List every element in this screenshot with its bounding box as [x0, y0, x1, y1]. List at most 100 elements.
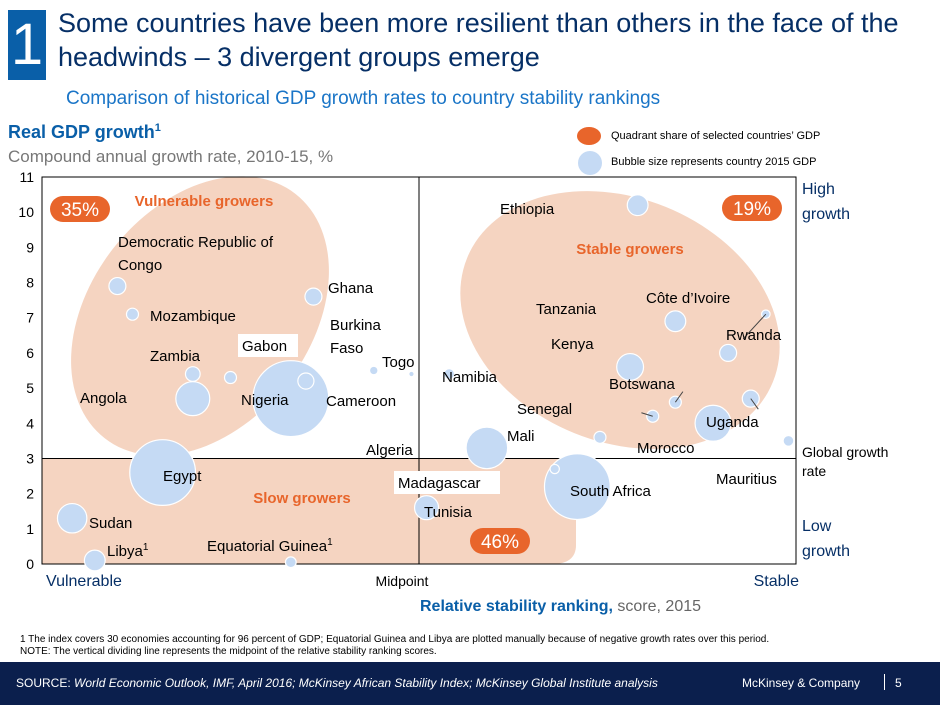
bubble-sudan [56, 502, 88, 534]
vulnerable-share-badge-text: 35% [61, 200, 99, 221]
bubble-ethiopia [626, 194, 649, 217]
bubble-algeria [465, 426, 509, 470]
global-growth-label-line-2: rate [802, 463, 826, 479]
high-growth-label-line-2: growth [802, 206, 850, 223]
section-number-badge: 1 [8, 10, 46, 80]
y-tick-label: 7 [26, 310, 34, 326]
slow-growers-label: Slow growers [253, 490, 351, 507]
bubble-madagascar [549, 463, 560, 475]
y-axis-units: Compound annual growth rate, 2010-15, % [8, 147, 334, 166]
y-tick-label: 11 [19, 169, 34, 185]
label-democratic-republic-of-congo-line-1: Democratic Republic of [118, 234, 274, 251]
bubble-egypt [129, 439, 197, 506]
bubble-zambia [184, 366, 201, 382]
footnote-line-2: NOTE: The vertical dividing line represe… [20, 646, 437, 657]
x-axis-left-label: Vulnerable [46, 573, 122, 590]
bubble-cameroon [297, 372, 315, 390]
footer-bar: SOURCE: World Economic Outlook, IMF, Apr… [0, 662, 940, 705]
x-axis-midpoint-label: Midpoint [376, 573, 429, 589]
vulnerable-share-badge [50, 196, 110, 222]
y-tick-label: 5 [26, 380, 34, 396]
y-axis-title-footnote-mark: 1 [154, 122, 161, 134]
bubble-tanzania [664, 310, 687, 333]
label-botswana: Botswana [609, 376, 676, 393]
label-sudan: Sudan [89, 515, 132, 532]
stable-share-badge-text: 19% [733, 199, 771, 220]
label-tanzania: Tanzania [536, 301, 597, 318]
high-growth-label-line-1: High [802, 181, 835, 198]
y-tick-label: 0 [26, 556, 34, 572]
bubble-mozambique [125, 307, 140, 321]
label-uganda: Uganda [706, 414, 759, 431]
quadrant-share-legend-icon [577, 127, 601, 145]
bubble-democratic-republic-of-congo [108, 276, 127, 296]
global-growth-label-line-1: Global growth [802, 444, 888, 460]
low-growth-label-line-1: Low [802, 518, 832, 535]
page-separator [884, 674, 885, 690]
x-axis-right-label: Stable [754, 573, 799, 590]
bubble-burkina-faso [368, 365, 379, 376]
label-togo: Togo [382, 354, 415, 371]
label-tunisia: Tunisia [424, 504, 472, 521]
label-equatorial-guinea-footnote-mark: 1 [327, 537, 333, 548]
source-text: World Economic Outlook, IMF, April 2016;… [74, 676, 658, 690]
label-algeria: Algeria [366, 442, 413, 459]
label-libya-footnote-mark: 1 [143, 542, 149, 553]
y-tick-label: 9 [26, 239, 34, 255]
bubble-south-africa [543, 453, 611, 521]
y-axis-title-text: Real GDP growth [8, 122, 155, 142]
slow-share-badge [470, 528, 530, 554]
label-madagascar: Madagascar [398, 475, 481, 492]
label-burkina-faso-line-2: Faso [330, 340, 363, 357]
bubble-ghana [304, 287, 323, 306]
label-madagascar-background [394, 471, 500, 494]
label-mauritius: Mauritius [716, 471, 777, 488]
y-tick-label: 6 [26, 345, 34, 361]
label-gabon-background [238, 334, 298, 357]
low-growth-label-line-2: growth [802, 543, 850, 560]
bubble-namibia [443, 368, 456, 380]
page-subtitle: Comparison of historical GDP growth rate… [66, 88, 661, 109]
label-morocco: Morocco [637, 440, 695, 457]
source-label: SOURCE: [16, 676, 71, 690]
y-tick-label: 3 [26, 450, 34, 466]
bubble-size-legend-text: Bubble size represents country 2015 GDP [611, 156, 817, 168]
label-kenya: Kenya [551, 336, 594, 353]
y-tick-label: 4 [26, 415, 34, 431]
bubble-c-te-d-ivoire [719, 343, 738, 362]
label-gabon: Gabon [242, 338, 287, 355]
label-nigeria: Nigeria [241, 392, 289, 409]
label-democratic-republic-of-congo-line-2: Congo [118, 257, 162, 274]
y-tick-label: 10 [18, 204, 34, 220]
label-angola: Angola [80, 390, 127, 407]
leader-line [750, 398, 759, 410]
slow-share-badge-text: 46% [481, 532, 519, 553]
bubble-equatorial-guinea [284, 556, 297, 569]
y-axis-title: Real GDP growth1 [8, 122, 161, 143]
label-senegal: Senegal [517, 401, 572, 418]
label-ghana: Ghana [328, 280, 374, 297]
label-south-africa: South Africa [570, 483, 652, 500]
vulnerable-growers-label: Vulnerable growers [135, 193, 274, 210]
stable-growers-region [460, 191, 780, 449]
label-cameroon: Cameroon [326, 393, 396, 410]
bubble-togo [408, 370, 415, 378]
label-mozambique: Mozambique [150, 308, 236, 325]
y-tick-label: 1 [26, 521, 34, 537]
label-equatorial-guinea: Equatorial Guinea1 [207, 537, 333, 555]
bubble-mali [593, 430, 607, 444]
bubble-morocco [694, 404, 732, 442]
bubble-tunisia [413, 495, 440, 521]
label-zambia: Zambia [150, 348, 201, 365]
label-c-te-d-ivoire: Côte d’Ivoire [646, 290, 730, 307]
label-rwanda: Rwanda [726, 327, 782, 344]
leader-line [641, 412, 653, 417]
bubble-gabon [223, 370, 238, 385]
stable-share-badge [722, 195, 782, 221]
quadrant-share-legend-text: Quadrant share of selected countries’ GD… [611, 130, 821, 142]
source-line: SOURCE: World Economic Outlook, IMF, Apr… [16, 676, 658, 690]
company-name: McKinsey & Company [742, 676, 861, 690]
bubble-angola [175, 381, 211, 417]
label-burkina-faso-line-1: Burkina [330, 317, 382, 334]
